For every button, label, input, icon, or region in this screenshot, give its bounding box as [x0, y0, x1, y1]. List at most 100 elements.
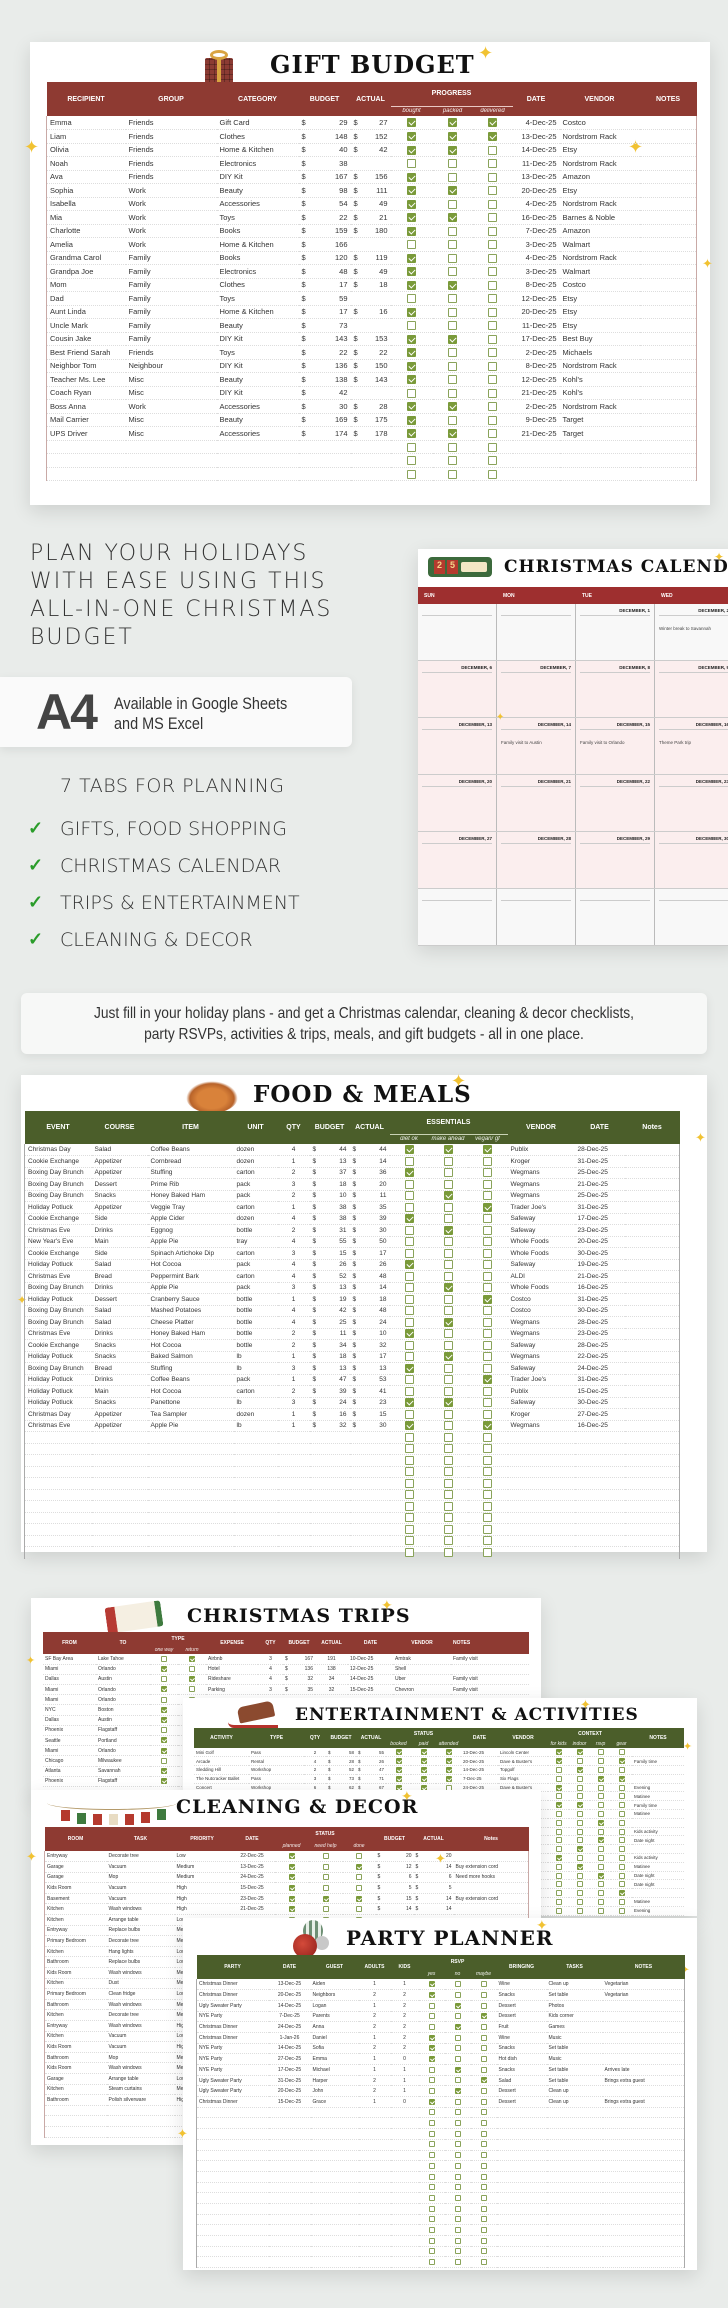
checkbox-unchecked[interactable]	[488, 253, 497, 263]
col-date[interactable]: DATE	[282, 1964, 297, 1970]
checkbox-unchecked[interactable]	[428, 2216, 435, 2223]
checkbox-checked[interactable]	[448, 132, 457, 141]
checkbox-checked[interactable]	[443, 1317, 453, 1327]
checkbox-checked[interactable]	[407, 361, 416, 371]
calendar-event[interactable]: Family visit to Austin	[501, 740, 542, 745]
table-row[interactable]	[196, 2171, 685, 2183]
checkbox-checked[interactable]	[448, 118, 457, 128]
checkbox-unchecked[interactable]	[480, 2045, 487, 2052]
checkbox-unchecked[interactable]	[597, 1828, 604, 1835]
calendar-day-cell[interactable]: DECEMBER, 15 Family visit to Orlando	[576, 718, 655, 774]
checkbox-checked[interactable]	[407, 348, 416, 357]
checkbox-checked[interactable]	[407, 118, 416, 128]
checkbox-unchecked[interactable]	[443, 1421, 453, 1431]
checkbox-unchecked[interactable]	[356, 1906, 362, 1913]
checkbox-unchecked[interactable]	[480, 2141, 487, 2148]
checkbox-checked[interactable]	[428, 1980, 435, 1987]
checkbox-unchecked[interactable]	[576, 1810, 583, 1817]
checkbox-unchecked[interactable]	[483, 1363, 492, 1373]
checkbox-checked[interactable]	[428, 2045, 435, 2052]
col-kids[interactable]: KIDS	[398, 1964, 411, 1970]
checkbox-unchecked[interactable]	[454, 2013, 461, 2020]
table-row[interactable]: Cookie Exchange Appetizer Cornbread dozen 1 $…	[24, 1155, 680, 1168]
table-row[interactable]: Entryway Decorate tree Low 22-Dec-25 $20 $20	[44, 1851, 529, 1863]
checkbox-checked[interactable]	[443, 1283, 453, 1293]
table-row[interactable]: Sophia Work Beauty $98 $111 20-Dec-25 Etsy	[46, 183, 697, 198]
checkbox-unchecked[interactable]	[488, 294, 497, 303]
table-row[interactable]: Cookie Exchange Snacks Hot Cocoa bottle 2 $34…	[24, 1339, 680, 1352]
calendar-day-cell[interactable]: DECEMBER, 28	[497, 832, 576, 888]
checkbox-unchecked[interactable]	[443, 1248, 453, 1258]
checkbox-unchecked[interactable]	[618, 1802, 625, 1809]
checkbox-unchecked[interactable]	[480, 2259, 487, 2266]
checkbox-unchecked[interactable]	[443, 1271, 453, 1281]
checkbox-unchecked[interactable]	[480, 2098, 487, 2105]
checkbox-checked[interactable]	[161, 1717, 167, 1724]
col-unit[interactable]: UNIT	[247, 1124, 264, 1131]
checkbox-checked[interactable]	[483, 1202, 492, 1212]
checkbox-unchecked[interactable]	[483, 1260, 492, 1270]
table-row[interactable]	[46, 453, 697, 468]
checkbox-checked[interactable]	[618, 1775, 625, 1782]
checkbox-unchecked[interactable]	[428, 2259, 435, 2266]
table-row[interactable]: Uncle Mark Family Beauty $73 11-Dec-25 Etsy	[46, 318, 697, 333]
table-row[interactable]: Boxing Day Brunch Appetizer Stuffing carton…	[24, 1167, 680, 1179]
checkbox-unchecked[interactable]	[448, 361, 457, 371]
col-budget[interactable]: BUDGET	[288, 1640, 310, 1646]
checkbox-unchecked[interactable]	[480, 2034, 487, 2041]
table-row[interactable]: Boss Anna Work Accessories $30 $28 2-Dec-25 No…	[46, 399, 697, 414]
table-row[interactable]: Sledding Hill Workshop 2 $52 $47 14-Dec-25 Top…	[194, 1765, 685, 1775]
checkbox-unchecked[interactable]	[480, 1980, 487, 1987]
checkbox-unchecked[interactable]	[428, 2162, 435, 2169]
checkbox-unchecked[interactable]	[404, 1306, 414, 1316]
checkbox-checked[interactable]	[407, 415, 416, 425]
checkbox-unchecked[interactable]	[597, 1854, 604, 1861]
checkbox-unchecked[interactable]	[597, 1802, 604, 1809]
checkbox-unchecked[interactable]	[404, 1536, 414, 1546]
checkbox-unchecked[interactable]	[448, 307, 457, 317]
checkbox-unchecked[interactable]	[576, 1828, 583, 1835]
checkbox-unchecked[interactable]	[454, 2045, 461, 2052]
checkbox-checked[interactable]	[404, 1145, 414, 1154]
checkbox-unchecked[interactable]	[480, 2066, 487, 2073]
checkbox-unchecked[interactable]	[443, 1409, 453, 1419]
checkbox-unchecked[interactable]	[618, 1828, 625, 1835]
checkbox-unchecked[interactable]	[443, 1536, 453, 1546]
checkbox-unchecked[interactable]	[618, 1784, 625, 1791]
table-row[interactable]: Christmas Dinner 1-Jan-26 Daniel 1 2 Wine Musi…	[196, 2032, 685, 2044]
checkbox-unchecked[interactable]	[483, 1271, 492, 1281]
checkbox-checked[interactable]	[443, 1191, 453, 1201]
col-room[interactable]: ROOM	[67, 1836, 84, 1842]
checkbox-unchecked[interactable]	[428, 2066, 435, 2073]
col-date[interactable]: DATE	[590, 1124, 609, 1131]
calendar-day-cell[interactable]	[497, 889, 576, 945]
checkbox-unchecked[interactable]	[483, 1237, 492, 1247]
table-row[interactable]	[196, 2107, 685, 2119]
table-row[interactable]	[46, 467, 697, 481]
calendar-day-cell[interactable]	[418, 604, 497, 660]
checkbox-unchecked[interactable]	[597, 1810, 604, 1817]
checkbox-unchecked[interactable]	[404, 1409, 414, 1419]
table-row[interactable]	[24, 1489, 680, 1501]
checkbox-unchecked[interactable]	[443, 1467, 453, 1477]
checkbox-checked[interactable]	[618, 1890, 625, 1897]
checkbox-unchecked[interactable]	[443, 1168, 453, 1178]
checkbox-checked[interactable]	[483, 1375, 492, 1385]
col-vendor[interactable]: VENDOR	[512, 1735, 534, 1741]
checkbox-unchecked[interactable]	[428, 2184, 435, 2191]
col-budget[interactable]: BUDGET	[383, 1836, 406, 1842]
checkbox-unchecked[interactable]	[483, 1547, 492, 1557]
checkbox-unchecked[interactable]	[322, 1906, 329, 1913]
checkbox-unchecked[interactable]	[555, 1898, 562, 1905]
checkbox-checked[interactable]	[443, 1352, 453, 1362]
table-row[interactable]: Basement Vacuum High 23-Dec-25 $15 $14 Buy ext…	[44, 1893, 529, 1905]
checkbox-unchecked[interactable]	[480, 2120, 487, 2127]
checkbox-unchecked[interactable]	[404, 1467, 414, 1477]
checkbox-unchecked[interactable]	[597, 1898, 604, 1905]
checkbox-checked[interactable]	[407, 267, 416, 276]
checkbox-unchecked[interactable]	[555, 1872, 562, 1879]
col-category[interactable]: CATEGORY	[238, 95, 277, 103]
checkbox-unchecked[interactable]	[404, 1294, 414, 1304]
checkbox-unchecked[interactable]	[576, 1819, 583, 1826]
checkbox-unchecked[interactable]	[443, 1329, 453, 1339]
